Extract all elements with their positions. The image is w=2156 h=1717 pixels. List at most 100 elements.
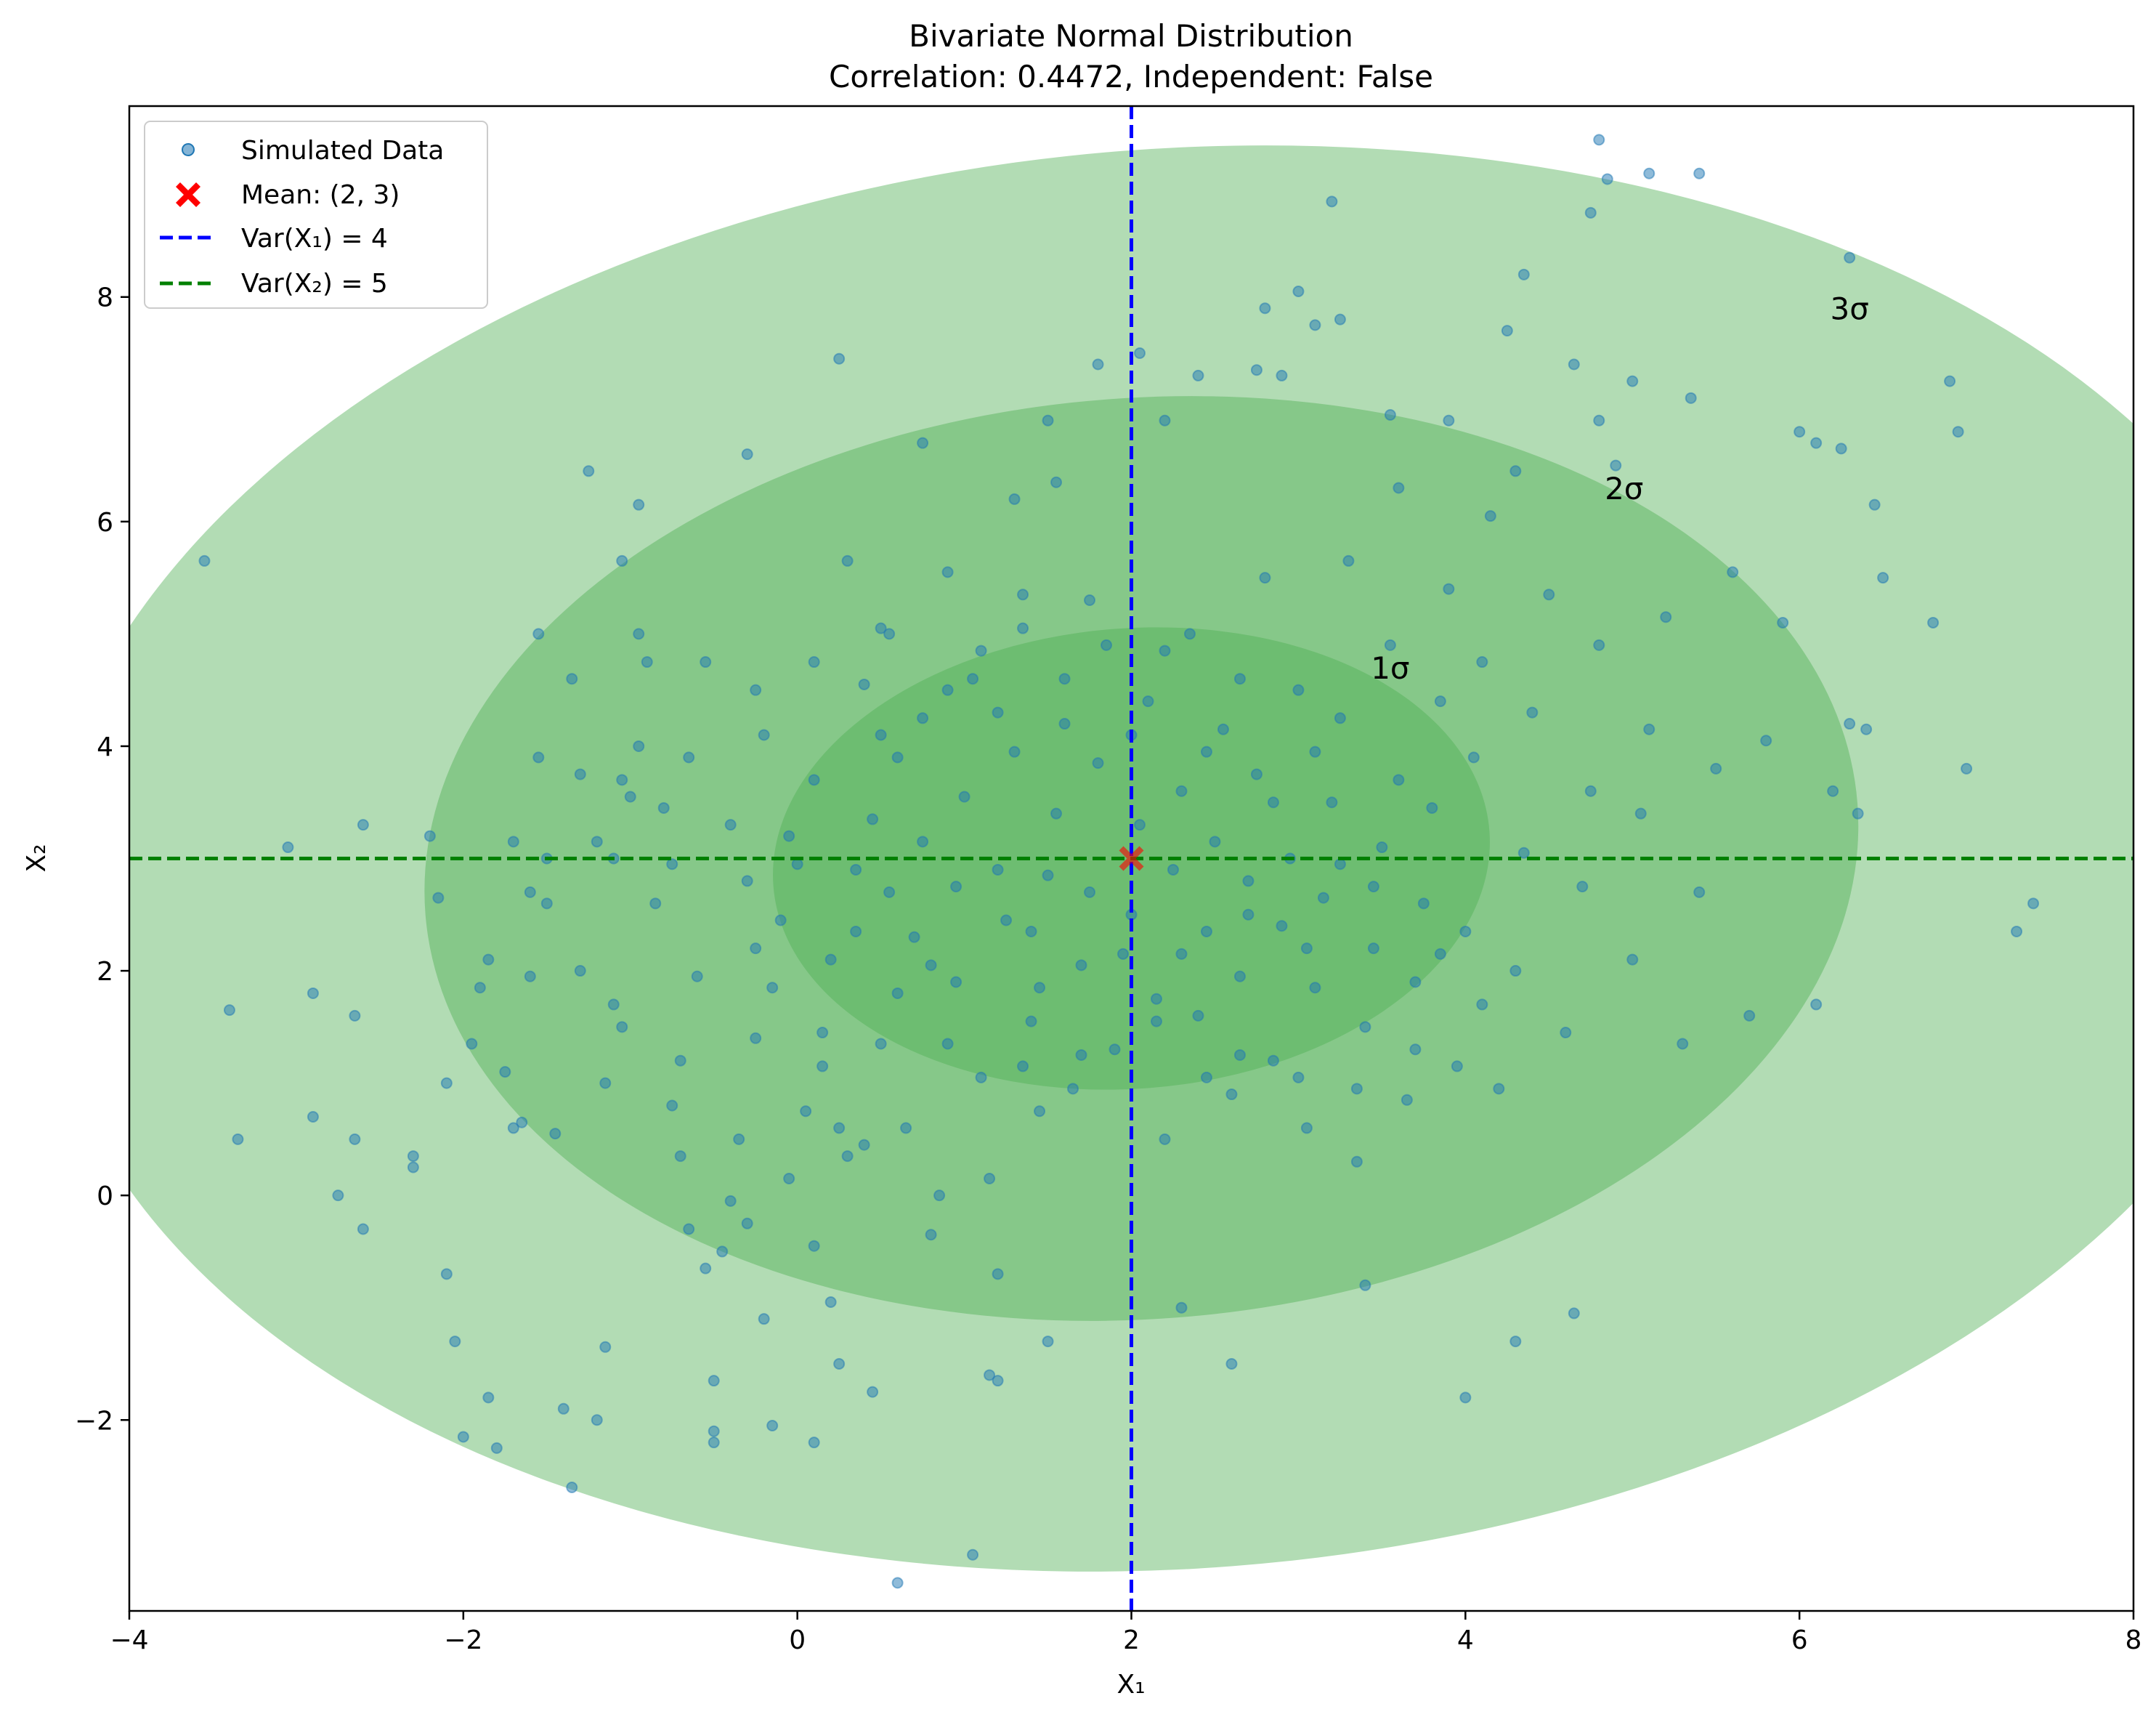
data-point [549,1128,562,1140]
data-point [449,1336,461,1348]
data-point [1150,1015,1162,1027]
data-point [1584,785,1597,797]
data-point [1634,807,1647,820]
data-point [607,998,620,1011]
data-point [1034,1105,1046,1118]
x-tick-label: 6 [1791,1625,1808,1655]
data-point [941,684,954,696]
data-point [1560,1027,1572,1039]
data-point [867,1386,879,1398]
data-point [1309,319,1321,331]
data-point [674,1054,686,1067]
data-point [1852,807,1864,820]
data-point [1175,1301,1188,1314]
data-point [1042,869,1054,881]
data-point [532,628,545,640]
data-point [1509,1336,1522,1348]
data-point [666,858,678,870]
data-point [891,987,904,999]
data-point [1292,1071,1305,1083]
data-point [591,836,603,848]
legend: Simulated Data Mean: (2, 3) Var(X₁) = 4 … [144,121,488,309]
sigma-label: 3σ [1830,291,1868,327]
data-point [566,1481,578,1493]
data-point [616,554,628,567]
data-point [1034,982,1046,994]
y-tick-label: 4 [97,732,113,762]
data-point [1426,801,1438,814]
data-point [1058,718,1071,730]
data-point [691,970,703,982]
data-point [1493,1083,1505,1095]
data-point [482,1391,495,1404]
sigma-label: 2σ [1605,471,1643,506]
data-point [967,1548,979,1561]
data-point [1626,375,1639,387]
data-point [1350,1155,1363,1168]
data-point [540,897,553,910]
data-point [440,1268,453,1280]
y-tick-label: 8 [97,283,113,313]
x-tick-label: −2 [444,1625,482,1655]
data-point [1409,976,1422,988]
data-point [984,1172,996,1184]
data-point [733,1133,745,1145]
data-point [1175,785,1188,797]
data-point [850,925,862,937]
data-point [1434,948,1446,960]
data-point [1476,656,1488,668]
data-point [950,881,962,893]
data-point [1242,908,1255,921]
data-point [666,1099,678,1112]
data-point [1142,695,1154,708]
data-point [683,1223,695,1235]
data-point [1000,914,1013,926]
y-axis: −2 0 2 4 6 8 [75,283,129,1436]
data-point [1259,572,1271,584]
data-point [758,729,770,741]
data-point [1393,774,1405,786]
legend-label-var-x1: Var(X₁) = 4 [241,224,388,254]
data-point [1844,718,1856,730]
data-point [1300,1122,1313,1134]
mean-marker-layer [1119,846,1144,871]
data-point [1677,1038,1689,1050]
data-point [1517,268,1530,280]
data-point [975,1071,987,1083]
data-point [1200,925,1212,937]
data-point [1250,768,1263,780]
data-point [824,1296,837,1308]
data-point [716,1245,729,1258]
data-point [1568,358,1580,371]
data-point [700,1262,712,1274]
x-tick-label: −4 [110,1625,148,1655]
data-point [1084,594,1096,607]
data-point [1192,1009,1204,1022]
data-point [1242,875,1255,887]
data-point [407,1161,419,1173]
data-point [1225,1088,1238,1101]
data-point [1568,1307,1580,1320]
data-point [766,982,779,994]
x-axis: −4 −2 0 2 4 6 8 [110,1611,2141,1655]
data-point [1025,925,1037,937]
data-point [925,959,937,971]
data-point [2027,897,2040,910]
data-point [332,1189,344,1202]
data-point [1192,369,1204,381]
data-point [824,953,837,966]
data-point [774,914,787,926]
data-point [1350,1083,1363,1095]
data-point [683,751,695,764]
data-point [883,628,896,640]
data-point [1760,735,1772,747]
data-point [440,1077,453,1089]
sigma-label: 1σ [1371,650,1409,686]
data-point [708,1425,720,1437]
data-point [1342,554,1355,567]
data-point [524,970,536,982]
data-point [1334,313,1346,326]
data-point [1183,628,1196,640]
data-point [1868,498,1881,511]
data-point [833,1357,846,1370]
